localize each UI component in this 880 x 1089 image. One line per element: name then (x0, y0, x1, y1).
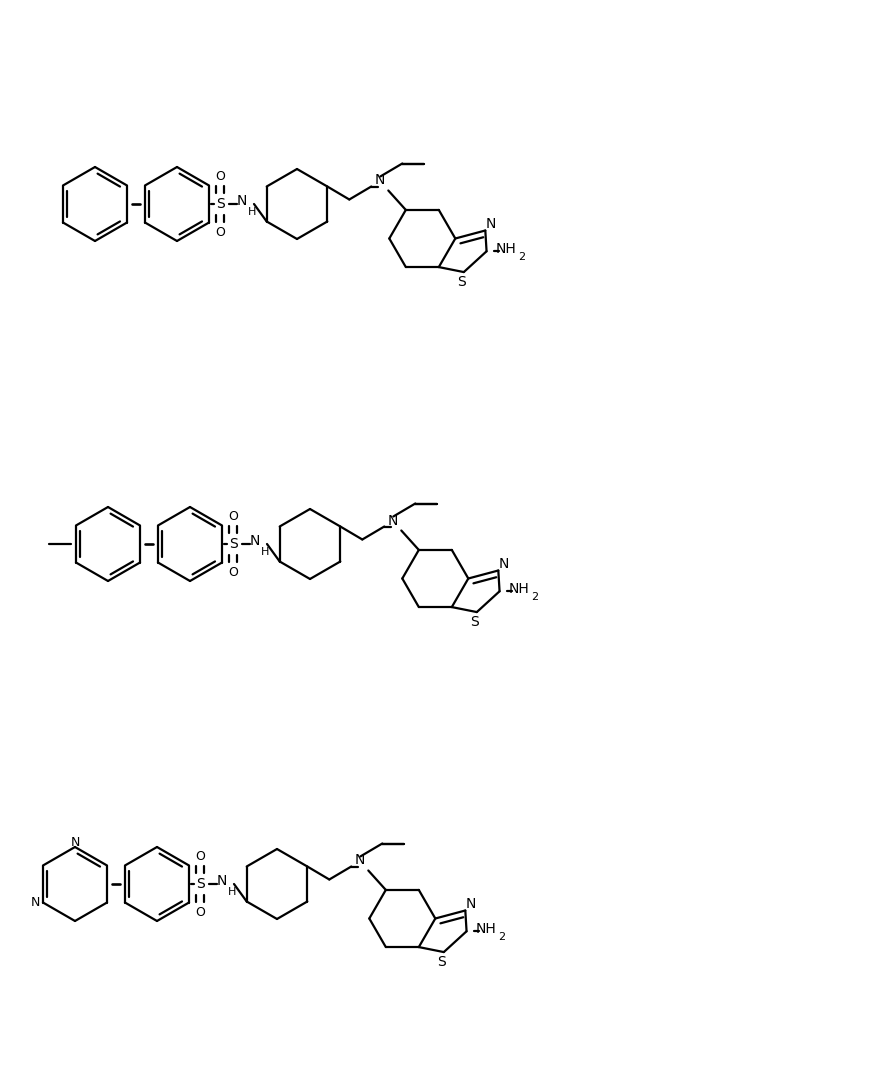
Text: S: S (216, 197, 224, 211)
Text: N: N (375, 173, 385, 187)
Text: H: H (228, 888, 236, 897)
Text: O: O (228, 510, 238, 523)
Text: 2: 2 (498, 932, 505, 942)
Text: O: O (195, 905, 205, 918)
Text: S: S (458, 276, 466, 289)
Text: H: H (260, 547, 269, 556)
Text: N: N (499, 556, 510, 571)
Text: S: S (229, 537, 238, 551)
Text: N: N (237, 194, 247, 208)
Text: N: N (388, 514, 399, 527)
Text: N: N (70, 836, 80, 849)
Text: NH: NH (495, 242, 516, 256)
Text: O: O (195, 849, 205, 862)
Text: N: N (356, 854, 365, 868)
Text: O: O (215, 170, 225, 183)
Text: N: N (30, 896, 40, 909)
Text: S: S (437, 955, 446, 969)
Text: O: O (215, 225, 225, 238)
Text: H: H (248, 207, 256, 217)
Text: O: O (228, 565, 238, 578)
Text: N: N (486, 217, 496, 231)
Text: N: N (216, 874, 227, 888)
Text: NH: NH (475, 922, 496, 937)
Text: 2: 2 (531, 592, 539, 602)
Text: N: N (250, 534, 260, 548)
Text: N: N (466, 896, 476, 910)
Text: NH: NH (508, 583, 529, 597)
Text: 2: 2 (518, 253, 525, 262)
Text: S: S (471, 615, 480, 629)
Text: S: S (195, 877, 204, 891)
